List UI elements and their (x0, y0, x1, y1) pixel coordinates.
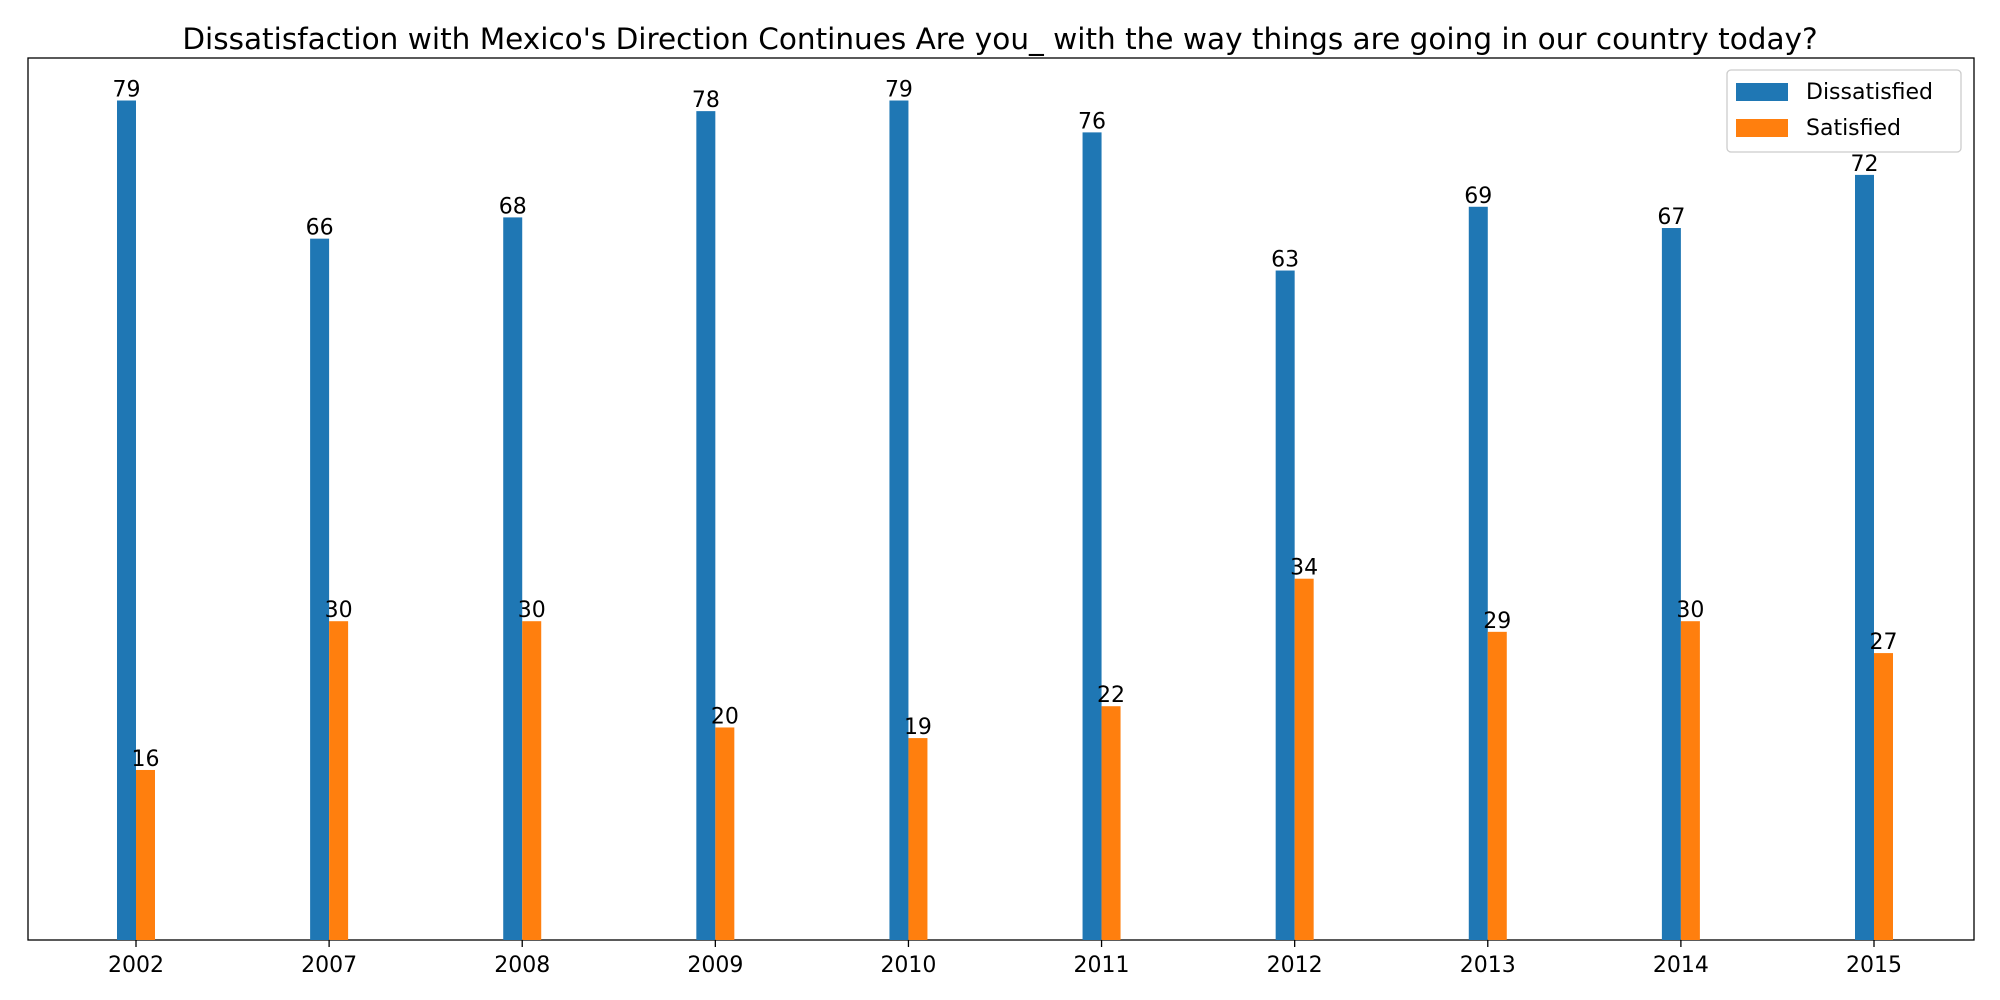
data-label-satisfied-2014: 30 (1676, 598, 1704, 623)
data-label-dissatisfied-2010: 79 (885, 78, 913, 103)
bar-satisfied-2009 (715, 727, 735, 940)
x-tick-label-2012: 2012 (1267, 953, 1323, 978)
data-label-dissatisfied-2012: 63 (1271, 248, 1299, 273)
bar-satisfied-2011 (1101, 706, 1121, 940)
legend-swatch-dissatisfied (1736, 83, 1788, 101)
data-labels-layer: 79 16 66 30 68 30 78 20 79 19 76 22 63 34 69 29 67 30 72 27 (113, 78, 1898, 772)
bars-layer (117, 100, 1893, 941)
x-tick-label-2007: 2007 (301, 953, 357, 978)
x-tick-label-2009: 2009 (687, 953, 743, 978)
bar-dissatisfied-2007 (310, 238, 330, 940)
data-label-satisfied-2009: 20 (711, 704, 739, 729)
bar-dissatisfied-2012 (1275, 270, 1295, 940)
data-label-satisfied-2013: 29 (1483, 609, 1511, 634)
data-label-satisfied-2015: 27 (1870, 630, 1898, 655)
x-tick-label-2013: 2013 (1460, 953, 1516, 978)
bar-dissatisfied-2013 (1468, 206, 1488, 940)
bar-satisfied-2015 (1874, 653, 1893, 940)
x-tick-label-2015: 2015 (1846, 953, 1902, 978)
bar-dissatisfied-2008 (503, 217, 523, 940)
data-label-dissatisfied-2014: 67 (1657, 205, 1685, 230)
legend-label-satisfied: Satisfied (1806, 116, 1901, 141)
data-label-dissatisfied-2009: 78 (692, 88, 720, 113)
data-label-satisfied-2002: 16 (132, 747, 160, 772)
data-label-dissatisfied-2008: 68 (499, 194, 527, 219)
data-label-satisfied-2007: 30 (325, 598, 353, 623)
bar-satisfied-2014 (1680, 621, 1700, 940)
x-tick-label-2010: 2010 (880, 953, 936, 978)
bar-dissatisfied-2014 (1661, 228, 1681, 940)
legend-items: Dissatisfied Satisfied (1736, 80, 1933, 141)
bar-dissatisfied-2011 (1082, 132, 1102, 940)
data-label-satisfied-2008: 30 (518, 598, 546, 623)
legend: Dissatisfied Satisfied (1726, 69, 1962, 153)
data-label-dissatisfied-2013: 69 (1464, 184, 1492, 209)
legend-label-dissatisfied: Dissatisfied (1806, 80, 1933, 105)
bar-dissatisfied-2010 (889, 100, 909, 940)
x-tick-label-2014: 2014 (1653, 953, 1709, 978)
plot-area-frame (27, 57, 1975, 941)
data-label-satisfied-2012: 34 (1290, 556, 1318, 581)
bar-dissatisfied-2009 (696, 111, 716, 941)
bar-dissatisfied-2015 (1855, 174, 1874, 940)
x-tick-label-2011: 2011 (1074, 953, 1130, 978)
data-label-dissatisfied-2002: 79 (113, 78, 141, 103)
legend-swatch-satisfied (1736, 119, 1788, 137)
x-tick-label-2008: 2008 (494, 953, 550, 978)
x-axis: 2002 2007 2008 2009 2010 2011 2012 2013 2014 2015 (108, 940, 1902, 978)
x-tick-label-2002: 2002 (108, 953, 164, 978)
bar-satisfied-2012 (1294, 578, 1314, 940)
bar-satisfied-2013 (1487, 631, 1507, 940)
bar-satisfied-2002 (136, 769, 155, 940)
data-label-satisfied-2011: 22 (1097, 683, 1125, 708)
data-label-dissatisfied-2015: 72 (1851, 152, 1879, 177)
data-label-dissatisfied-2011: 76 (1078, 109, 1106, 134)
data-label-satisfied-2010: 19 (904, 715, 932, 740)
bar-dissatisfied-2002 (117, 100, 136, 940)
bar-satisfied-2010 (908, 738, 928, 940)
bar-satisfied-2007 (329, 621, 349, 940)
chart-title: Dissatisfaction with Mexico's Direction … (182, 22, 1817, 56)
data-label-dissatisfied-2007: 66 (306, 216, 334, 241)
bar-satisfied-2008 (522, 621, 542, 940)
